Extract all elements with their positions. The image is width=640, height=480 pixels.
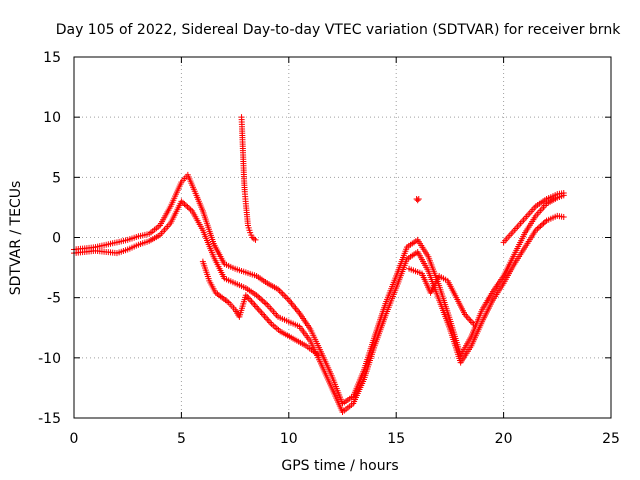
y-tick-label: -10 [38, 351, 61, 367]
y-tick-label: 15 [43, 50, 61, 66]
outlier-16h-point [415, 195, 422, 202]
track-b-point [538, 221, 545, 228]
track-b-point [560, 214, 567, 221]
track-b-point [537, 223, 544, 230]
spike-8h-point [252, 236, 259, 243]
y-tick-label: 0 [52, 231, 61, 247]
track-b-point [262, 300, 269, 307]
track-b-point [186, 205, 193, 212]
track-b-point [259, 297, 266, 304]
track-b-point [535, 224, 542, 231]
y-tick-label: 5 [52, 170, 61, 186]
axis-ticks [73, 56, 612, 419]
x-tick-label: 15 [387, 431, 405, 447]
x-tick-labels: 0 5 10 15 20 25 [70, 431, 620, 447]
y-tick-label: 10 [43, 110, 61, 126]
chart-title: Day 105 of 2022, Sidereal Day-to-day VTE… [56, 22, 621, 38]
track-b-point [256, 295, 263, 302]
y-tick-label: -15 [38, 411, 61, 427]
x-tick-label: 25 [602, 431, 620, 447]
dropouts-point [315, 352, 322, 359]
data-points [71, 114, 567, 415]
track-b-point [540, 220, 547, 227]
track-a-point [279, 290, 286, 297]
track-b-point [181, 201, 188, 208]
plot-grid [74, 57, 611, 418]
x-axis-label: GPS time / hours [281, 458, 398, 474]
y-tick-labels: -15 -10 -5 0 5 10 15 [38, 50, 61, 427]
x-tick-label: 20 [495, 431, 513, 447]
x-tick-label: 5 [177, 431, 186, 447]
track-a-point [284, 295, 291, 302]
track-b-point [261, 299, 268, 306]
track-b-point [183, 202, 190, 209]
late-upper-point [560, 189, 567, 196]
outlier-16h-point [414, 197, 421, 204]
track-a-point [282, 293, 289, 300]
y-tick-label: -5 [47, 291, 61, 307]
dropouts-point [470, 321, 477, 328]
track-a-point [278, 289, 285, 296]
track-b-point [534, 225, 541, 232]
track-b-point [187, 206, 194, 213]
x-tick-label: 10 [280, 431, 298, 447]
track-b-point [258, 296, 265, 303]
x-tick-label: 0 [70, 431, 79, 447]
track-b-point [184, 203, 191, 210]
y-axis-label: SDTVAR / TECUs [8, 181, 24, 296]
